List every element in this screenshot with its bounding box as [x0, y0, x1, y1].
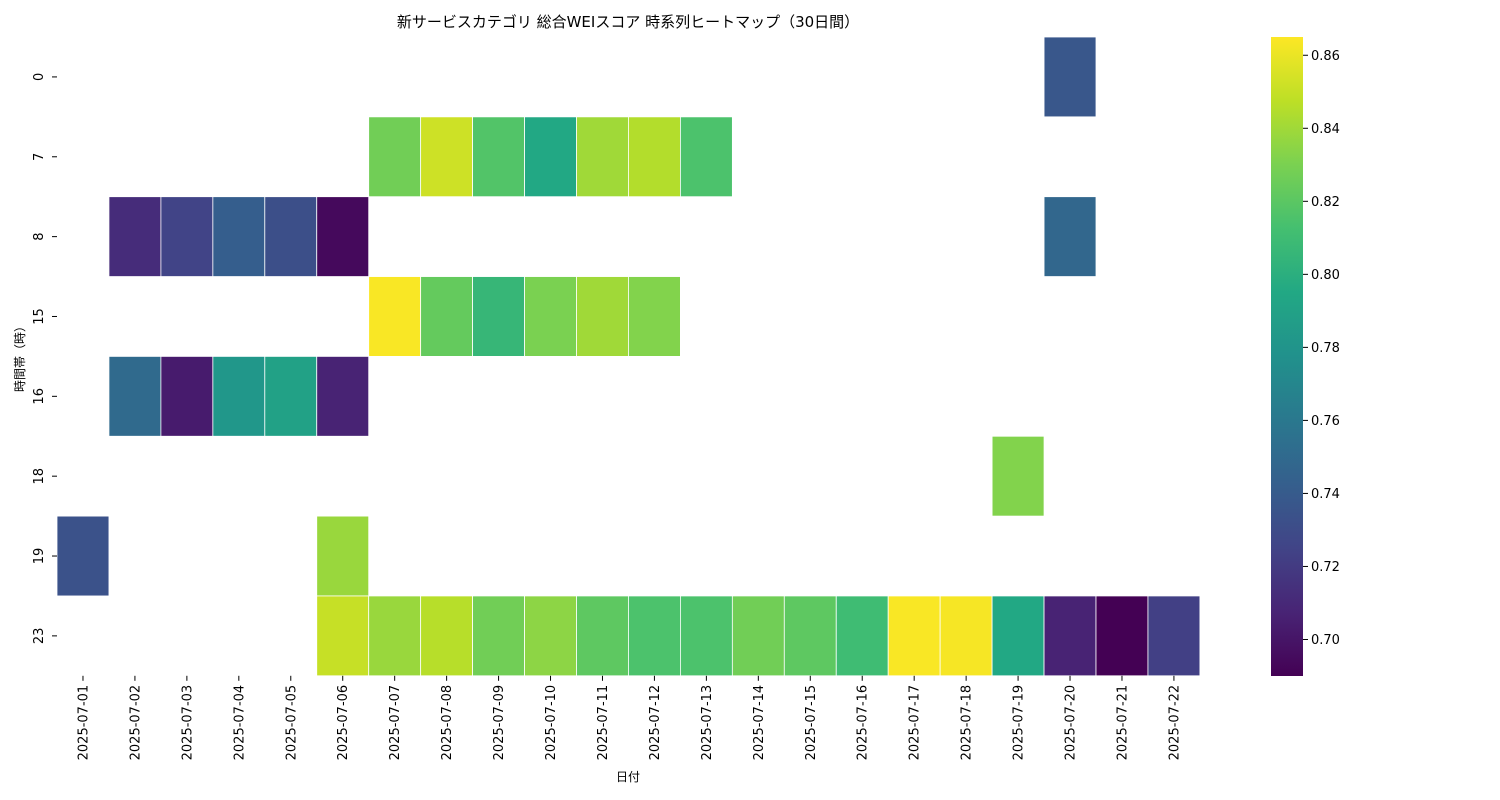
x-tick-label: 2025-07-22: [1167, 685, 1182, 761]
x-tick-label: 2025-07-12: [648, 685, 663, 761]
heatmap-cell: [524, 595, 577, 677]
colorbar-tick-label: 0.72: [1311, 560, 1340, 575]
heatmap-cell: [264, 196, 318, 277]
colorbar-tick-label: 0.80: [1311, 268, 1340, 283]
x-tick-label: 2025-07-10: [544, 685, 559, 761]
heatmap-cell: [731, 595, 785, 677]
x-tick-label: 2025-07-04: [232, 685, 247, 761]
heatmap-cell: [160, 355, 214, 437]
y-tick-label: 7: [32, 153, 47, 161]
heatmap-cell: [56, 515, 110, 597]
heatmap-cell: [576, 595, 629, 677]
x-axis: 2025-07-01 2025-07-02 2025-07-03 2025-07-04…: [77, 675, 1182, 761]
x-tick-label: 2025-07-15: [804, 685, 819, 761]
x-tick-label: 2025-07-13: [700, 685, 715, 761]
heatmap-cell: [108, 196, 162, 277]
heatmap-cell: [1095, 595, 1149, 677]
x-tick-label: 2025-07-14: [752, 685, 767, 761]
heatmap-cell: [628, 595, 681, 677]
x-tick-label: 2025-07-16: [856, 685, 871, 761]
heatmap-cell: [1147, 595, 1201, 677]
x-tick-label: 2025-07-06: [336, 685, 351, 761]
colorbar-tick-label: 0.70: [1311, 633, 1340, 648]
heatmap-cell: [991, 435, 1045, 517]
heatmap-cell: [680, 595, 733, 677]
heatmap-cells: [56, 36, 1201, 677]
x-tick-label: 2025-07-11: [596, 685, 611, 761]
heatmap-cell: [887, 595, 941, 677]
heatmap-cell: [1043, 595, 1097, 677]
x-axis-label: 日付: [616, 770, 640, 784]
heatmap-cell: [316, 515, 370, 597]
heatmap-cell: [212, 196, 266, 277]
heatmap-cell: [576, 116, 629, 198]
x-tick-label: 2025-07-03: [180, 685, 195, 761]
x-tick-label: 2025-07-08: [440, 685, 455, 761]
heatmap-cell: [472, 276, 525, 357]
x-tick-label: 2025-07-20: [1064, 685, 1079, 761]
chart-title: 新サービスカテゴリ 総合WEIスコア 時系列ヒートマップ（30日間）: [397, 13, 859, 31]
y-tick-label: 15: [32, 308, 47, 325]
colorbar-tick-label: 0.82: [1311, 195, 1340, 210]
heatmap-cell: [420, 116, 473, 198]
heatmap-cell: [835, 595, 889, 677]
heatmap-cell: [316, 355, 370, 437]
heatmap-cell: [368, 595, 422, 677]
heatmap-cell: [524, 116, 577, 198]
colorbar-tick-label: 0.86: [1311, 49, 1340, 64]
heatmap-cell: [316, 196, 370, 277]
y-axis-label: 時間帯（時）: [13, 320, 27, 392]
heatmap-cell: [680, 116, 733, 198]
x-tick-label: 2025-07-07: [388, 685, 403, 761]
y-tick-label: 16: [32, 388, 47, 405]
x-tick-label: 2025-07-18: [960, 685, 975, 761]
heatmap-cell: [368, 116, 422, 198]
colorbar-tick-label: 0.84: [1311, 122, 1340, 137]
heatmap-cell: [316, 595, 370, 677]
y-axis: 0 7 8 15 16 18 19 23: [32, 73, 57, 644]
heatmap-cell: [420, 276, 473, 357]
heatmap-cell: [1043, 36, 1097, 118]
heatmap-cell: [108, 355, 162, 437]
heatmap-cell: [991, 595, 1045, 677]
heatmap-cell: [939, 595, 993, 677]
y-tick-label: 18: [32, 468, 47, 485]
y-tick-label: 0: [32, 73, 47, 81]
heatmap-cell: [368, 276, 422, 357]
heatmap-cell: [628, 116, 681, 198]
y-tick-label: 23: [32, 628, 47, 645]
colorbar-gradient: [1271, 37, 1303, 676]
heatmap-cell: [783, 595, 837, 677]
colorbar-tick-label: 0.74: [1311, 487, 1340, 502]
colorbar-tick-label: 0.78: [1311, 341, 1340, 356]
heatmap-cell: [576, 276, 629, 357]
heatmap-cell: [160, 196, 214, 277]
x-tick-label: 2025-07-01: [77, 685, 92, 761]
x-tick-label: 2025-07-21: [1116, 685, 1131, 761]
x-tick-label: 2025-07-19: [1012, 685, 1027, 761]
x-tick-label: 2025-07-02: [128, 685, 143, 761]
heatmap-cell: [212, 355, 266, 437]
x-tick-label: 2025-07-17: [908, 685, 923, 761]
heatmap-cell: [1043, 196, 1097, 277]
heatmap-cell: [472, 116, 525, 198]
heatmap-cell: [524, 276, 577, 357]
x-tick-label: 2025-07-05: [284, 685, 299, 761]
y-tick-label: 8: [32, 232, 47, 240]
y-tick-label: 19: [32, 548, 47, 565]
heatmap-cell: [472, 595, 525, 677]
colorbar-tick-label: 0.76: [1311, 414, 1340, 429]
heatmap-cell: [264, 355, 318, 437]
x-tick-label: 2025-07-09: [492, 685, 507, 761]
colorbar: 0.70 0.72 0.74 0.76 0.78 0.80 0.82 0.84 0.86: [1271, 37, 1340, 676]
heatmap-cell: [420, 595, 473, 677]
heatmap-cell: [628, 276, 681, 357]
